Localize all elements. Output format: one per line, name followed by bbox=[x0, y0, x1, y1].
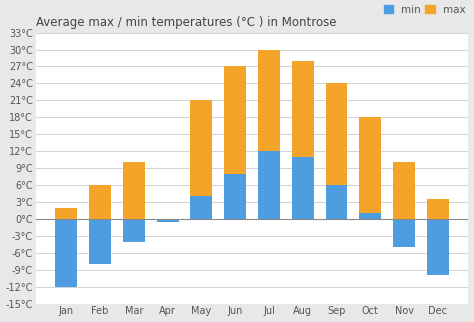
Bar bbox=[258, 151, 280, 219]
Bar bbox=[55, 208, 77, 219]
Bar bbox=[427, 199, 449, 219]
Bar bbox=[224, 174, 246, 219]
Bar bbox=[292, 157, 314, 219]
Bar bbox=[191, 100, 212, 219]
Bar bbox=[123, 219, 145, 242]
Bar bbox=[326, 185, 347, 219]
Bar bbox=[359, 213, 381, 219]
Bar bbox=[258, 50, 280, 219]
Bar bbox=[393, 163, 415, 219]
Bar bbox=[89, 219, 111, 264]
Bar bbox=[292, 61, 314, 219]
Bar bbox=[393, 219, 415, 247]
Bar bbox=[191, 196, 212, 219]
Bar bbox=[359, 117, 381, 219]
Legend: min, max: min, max bbox=[382, 3, 467, 17]
Bar bbox=[123, 163, 145, 219]
Bar bbox=[157, 219, 179, 222]
Bar bbox=[224, 66, 246, 219]
Bar bbox=[89, 185, 111, 219]
Bar bbox=[427, 219, 449, 275]
Bar bbox=[326, 83, 347, 219]
Text: Average max / min temperatures (°C ) in Montrose: Average max / min temperatures (°C ) in … bbox=[36, 16, 336, 29]
Bar bbox=[157, 219, 179, 222]
Bar bbox=[55, 219, 77, 287]
